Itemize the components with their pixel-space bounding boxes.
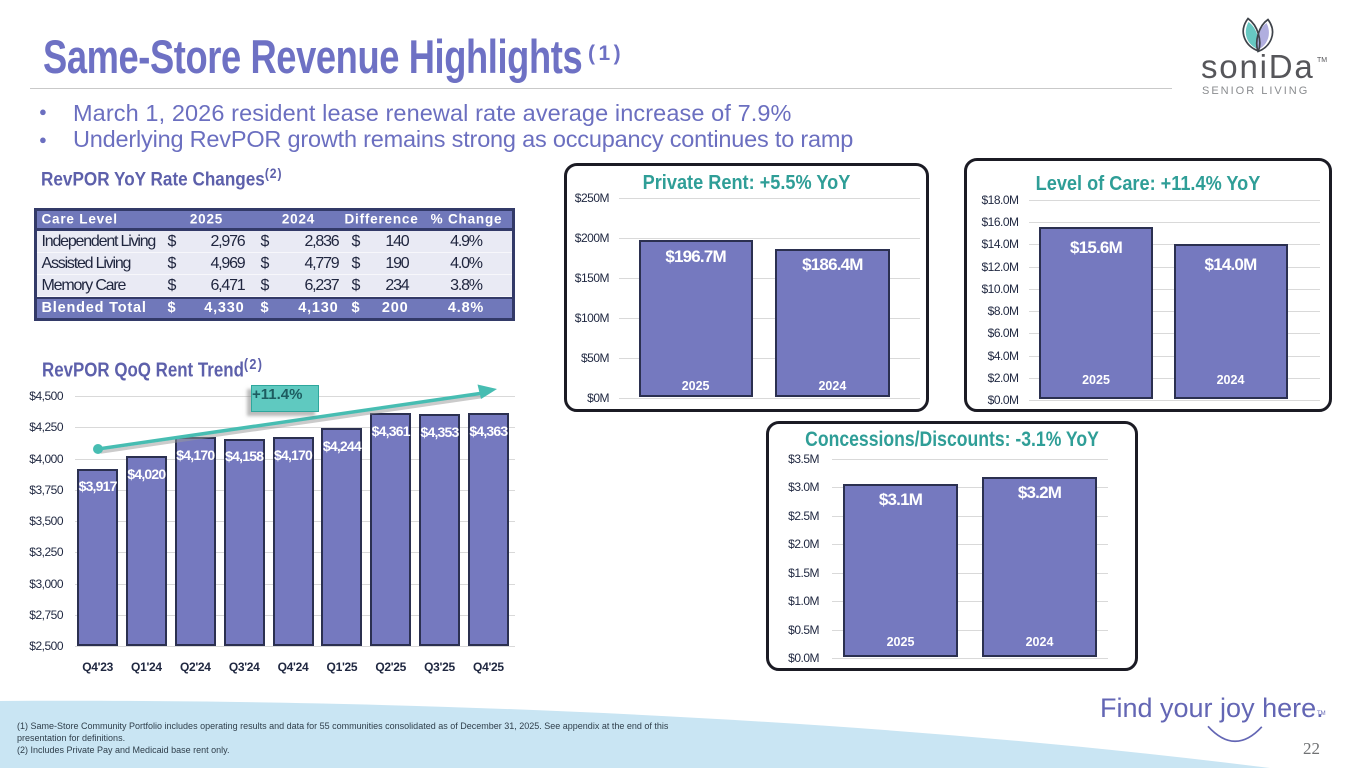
svg-text:TM: TM [1317,57,1327,64]
svg-text:soniDa: soniDa [1201,48,1315,85]
svg-text:SENIOR LIVING: SENIOR LIVING [1202,85,1309,97]
